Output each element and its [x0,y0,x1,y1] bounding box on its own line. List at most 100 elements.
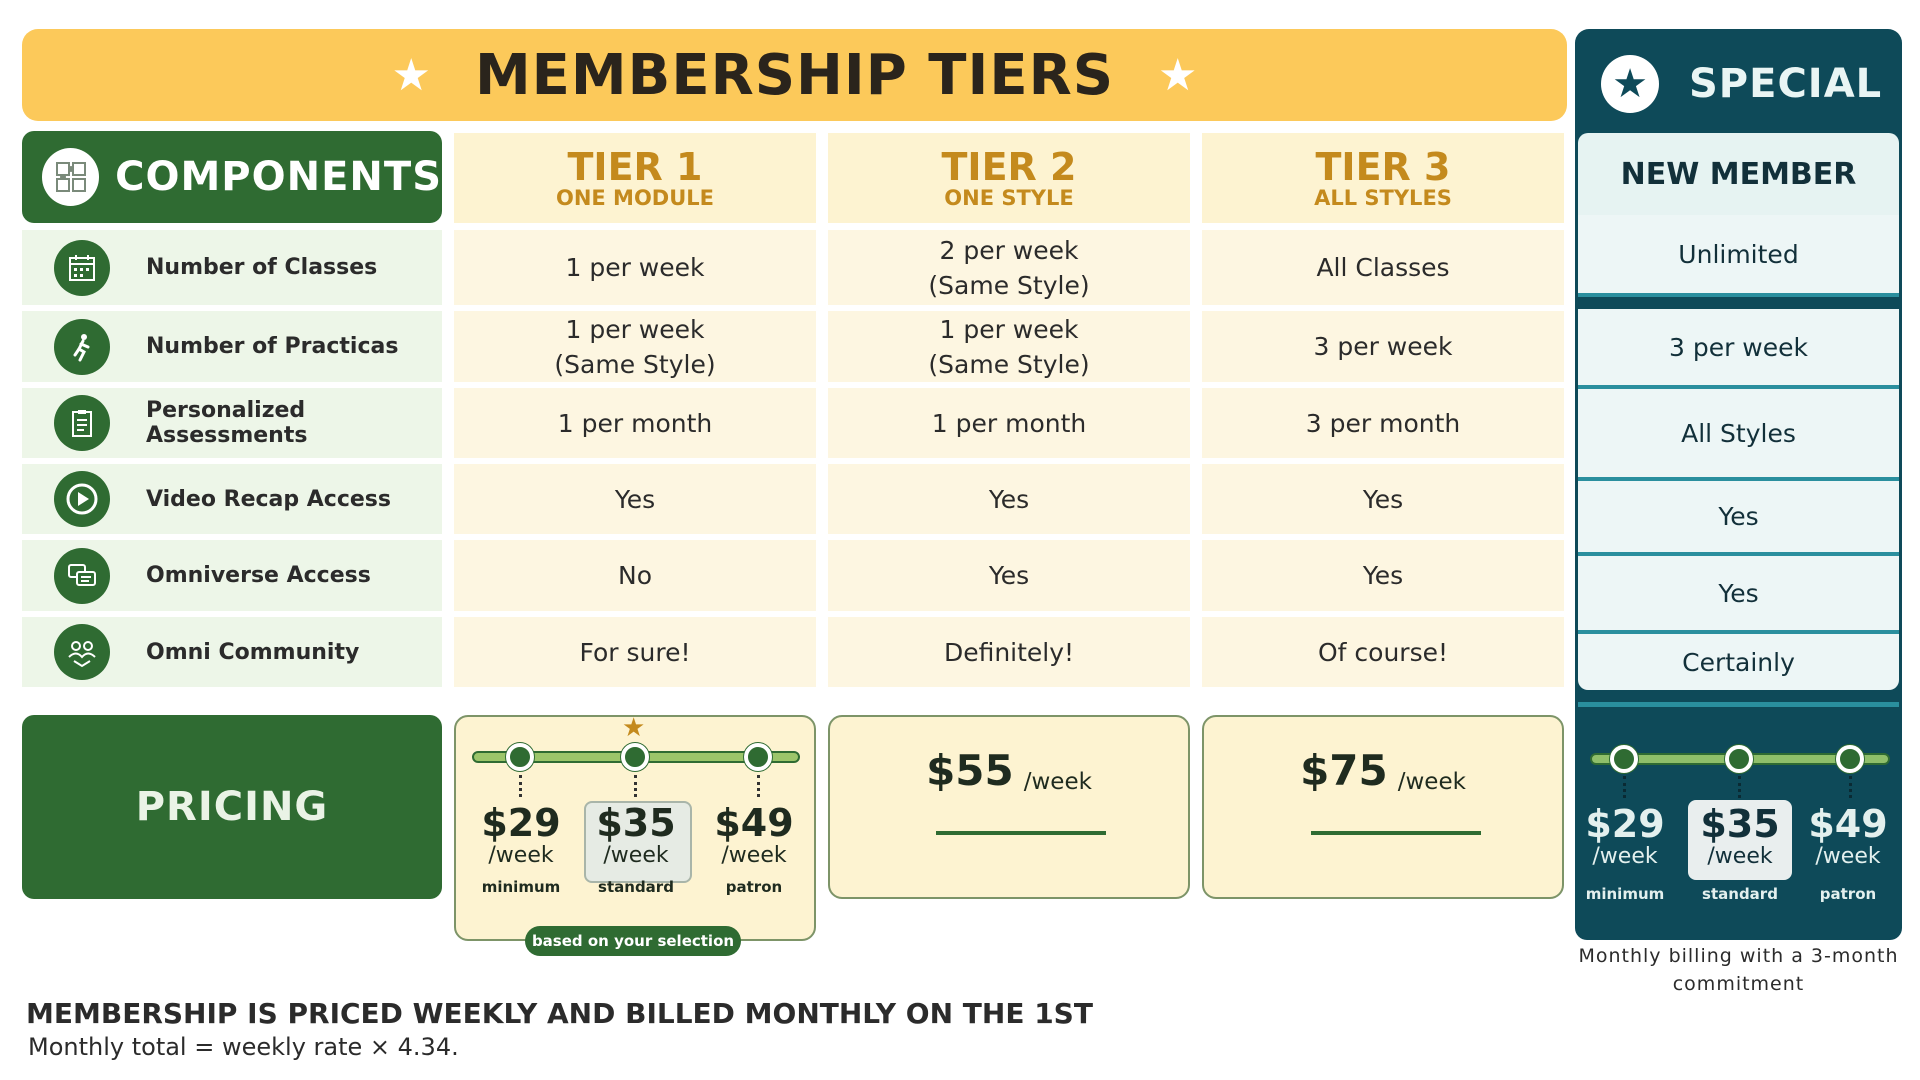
price-option-minimum[interactable]: $29 /week minimum [466,803,576,897]
special-cell: Unlimited [1578,215,1899,297]
cell: Yes [828,464,1190,534]
special-cell: Certainly [1578,634,1899,690]
components-title: COMPONENTS [115,154,442,200]
components-header: COMPONENTS [22,131,442,223]
dotted-connector [757,775,760,797]
standard-highlight [1688,800,1792,880]
dotted-connector [1849,776,1852,798]
price-knob-patron[interactable] [744,743,772,771]
selected-star-icon: ★ [622,713,646,743]
price-amount: $29 [1585,802,1665,846]
row-label: Omniverse Access [22,540,442,611]
row-label-text: Number of Practicas [146,334,399,359]
price-unit: /week [1023,769,1092,795]
cell: No [454,540,816,611]
cell: Definitely! [828,617,1190,687]
dotted-connector [1738,776,1741,798]
price-amount: $35 [1700,802,1780,846]
new-member-title: NEW MEMBER [1620,156,1857,192]
tier-3-pricing: $75 /week [1202,715,1564,899]
price-underline [1311,831,1481,835]
price-amount: $29 [481,801,561,845]
footer-title: MEMBERSHIP IS PRICED WEEKLY AND BILLED M… [26,997,1093,1030]
special-cell: Yes [1578,481,1899,556]
price-knob-standard[interactable] [1725,745,1753,773]
price-unit: /week [721,843,787,868]
row-label-text: Number of Classes [146,255,378,280]
cell: 3 per week [1202,311,1564,382]
special-divider [1578,702,1899,707]
standard-highlight [584,801,692,883]
cell: 1 per week (Same Style) [828,311,1190,382]
cell: 2 per week (Same Style) [828,230,1190,305]
dotted-connector [634,775,637,797]
tier-2-pricing: $55 /week [828,715,1190,899]
selection-note: based on your selection [525,926,741,956]
title-banner: ★ MEMBERSHIP TIERS ★ [22,29,1567,121]
row-label-text: Omniverse Access [146,563,371,588]
star-icon: ★ [1158,49,1198,101]
cell: For sure! [454,617,816,687]
price-unit: /week [1707,844,1773,869]
cell: 3 per month [1202,388,1564,458]
tier-title: TIER 3 [1315,145,1451,189]
tier-subtitle: ALL STYLES [1314,186,1452,210]
price-knob-minimum[interactable] [1610,745,1638,773]
cell: 1 per week (Same Style) [454,311,816,382]
price-unit: /week [1397,769,1466,795]
price-option-standard[interactable]: $35 /week standard [581,803,691,897]
row-label: Number of Practicas [22,311,442,382]
price-unit: /week [488,843,554,868]
special-label: SPECIAL [1689,61,1883,107]
special-header: ★ SPECIAL [1575,29,1902,139]
price-option-patron[interactable]: $49 /week patron [1793,804,1903,904]
row-label-text: Video Recap Access [146,486,391,512]
calendar-icon [54,239,110,296]
special-cell: Yes [1578,556,1899,634]
row-label: Personalized Assessments [22,388,442,458]
price-name: patron [1819,885,1877,903]
price-unit: /week [603,843,669,868]
price-amount: $49 [714,801,794,845]
cell: Yes [454,464,816,534]
cell: Yes [1202,540,1564,611]
tier-subtitle: ONE STYLE [944,186,1074,210]
special-cell: 3 per week [1578,309,1899,389]
tier-subtitle: ONE MODULE [555,186,715,210]
price-underline [936,831,1106,835]
row-label: Number of Classes [22,230,442,305]
cell: Of course! [1202,617,1564,687]
price-amount: $49 [1808,802,1888,846]
price-name: minimum [481,878,561,896]
new-member-header: NEW MEMBER [1578,133,1899,215]
star-icon: ★ [1601,55,1659,113]
tier-1-header: TIER 1 ONE MODULE [454,133,816,223]
tier-3-header: TIER 3 ALL STYLES [1202,133,1564,223]
special-pricing: $29 /week minimum $35 /week standard $49… [1578,708,1899,936]
pricing-label: PRICING [22,715,442,899]
community-icon [54,624,110,680]
cell: 1 per week [454,230,816,305]
clipboard-icon [54,395,110,451]
price-knob-standard[interactable] [621,743,649,771]
price-option-minimum[interactable]: $29 /week minimum [1570,804,1680,904]
dotted-connector [519,775,522,797]
dancer-icon [54,318,110,375]
cell: All Classes [1202,230,1564,305]
price-knob-minimum[interactable] [506,743,534,771]
price-option-patron[interactable]: $49 /week patron [699,803,809,897]
price-option-standard[interactable]: $35 /week standard [1685,804,1795,904]
price-amount: $35 [596,801,676,845]
special-billing-note: Monthly billing with a 3-month commitmen… [1578,945,1899,995]
price-name: minimum [1585,885,1665,903]
price-name: patron [725,878,783,896]
star-icon: ★ [391,49,431,101]
price-knob-patron[interactable] [1836,745,1864,773]
row-label-text: Omni Community [146,639,360,665]
price-unit: /week [1592,844,1658,869]
pricing-title: PRICING [135,784,329,830]
tier-1-pricing: ★ $29 /week minimum $35 /week standard $… [454,713,816,941]
price-name: standard [1702,885,1778,903]
price-unit: /week [1815,844,1881,869]
cell: 1 per month [454,388,816,458]
